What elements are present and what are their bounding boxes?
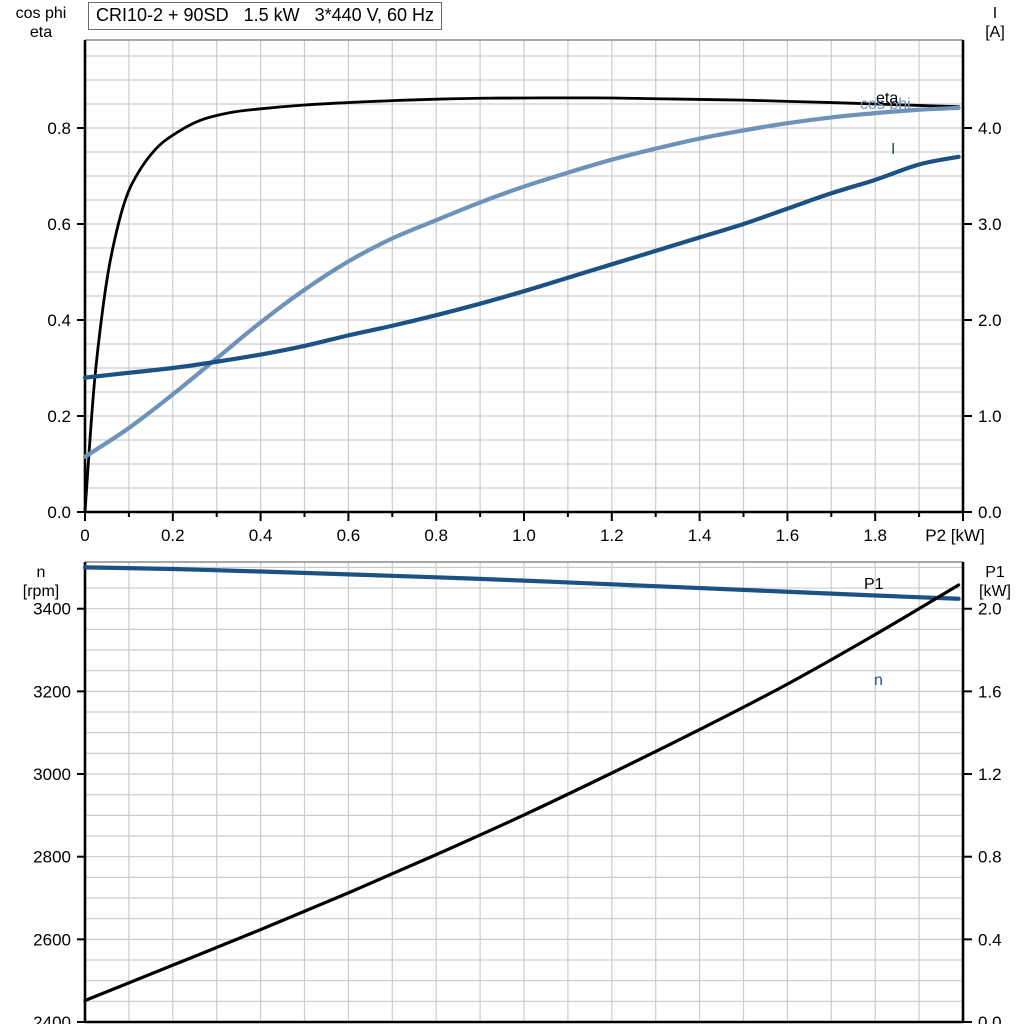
curve-P1 <box>83 583 961 1003</box>
bottom-left-tick-label: 3000 <box>33 765 71 784</box>
bottom-right-tick-label: 2.0 <box>978 600 1002 619</box>
top-x-axis-title: P2 [kW] <box>925 526 985 545</box>
top-right-axis-title: I [A] <box>985 5 1005 41</box>
bottom-right-tick-label: 1.6 <box>978 682 1002 701</box>
top-x-tick-label: 0.6 <box>337 526 361 545</box>
top-left-tick-label: 0.8 <box>47 119 71 138</box>
bottom-left-tick-label: 3200 <box>33 682 71 701</box>
curve-eta <box>83 96 961 514</box>
bottom-left-tick-label: 2600 <box>33 930 71 949</box>
top-x-tick-label: 1.2 <box>600 526 624 545</box>
bottom-left-tick-label: 2800 <box>33 848 71 867</box>
bottom-right-tick-label: 0.0 <box>978 1013 1002 1024</box>
top-x-tick-label: 0.4 <box>249 526 273 545</box>
curve-n <box>82 565 961 601</box>
curve-I <box>82 154 961 380</box>
curve-cos-phi <box>82 105 961 459</box>
top-left-tick-label: 0.4 <box>47 311 71 330</box>
top-left-tick-label: 0.6 <box>47 215 71 234</box>
curve-label-current: I <box>891 141 896 158</box>
top-x-tick-label: 1.0 <box>512 526 536 545</box>
top-right-tick-label: 4.0 <box>978 119 1002 138</box>
bottom-left-tick-label: 3400 <box>33 600 71 619</box>
bottom-right-tick-label: 0.8 <box>978 848 1002 867</box>
top-x-tick-label: 0 <box>80 526 89 545</box>
curve-label-cos-phi: cos phi <box>860 96 911 113</box>
top-right-tick-label: 3.0 <box>978 215 1002 234</box>
top-x-tick-label: 0.2 <box>161 526 185 545</box>
chart-title: CRI10-2 + 90SD 1.5 kW 3*440 V, 60 Hz <box>88 2 443 30</box>
top-x-tick-label: 1.8 <box>863 526 887 545</box>
top-right-tick-label: 0.0 <box>978 503 1002 522</box>
top-left-tick-label: 0.2 <box>47 407 71 426</box>
top-x-tick-label: 1.6 <box>776 526 800 545</box>
top-x-tick-label: 1.4 <box>688 526 712 545</box>
bottom-right-axis-title: P1 [kW] <box>979 564 1011 600</box>
curve-label-speed: n <box>874 672 883 689</box>
bottom-right-tick-label: 1.2 <box>978 765 1002 784</box>
top-x-tick-label: 0.8 <box>424 526 448 545</box>
bottom-left-tick-label: 2400 <box>33 1013 71 1024</box>
curve-label-eta: eta <box>876 90 899 107</box>
top-right-tick-label: 1.0 <box>978 407 1002 426</box>
top-left-tick-label: 0.0 <box>47 503 71 522</box>
curve-label-p1: P1 <box>864 576 884 593</box>
bottom-right-tick-label: 0.4 <box>978 930 1002 949</box>
top-right-tick-label: 2.0 <box>978 311 1002 330</box>
bottom-left-axis-title: n [rpm] <box>22 564 60 600</box>
top-left-axis-title: cos phi eta <box>15 5 67 41</box>
